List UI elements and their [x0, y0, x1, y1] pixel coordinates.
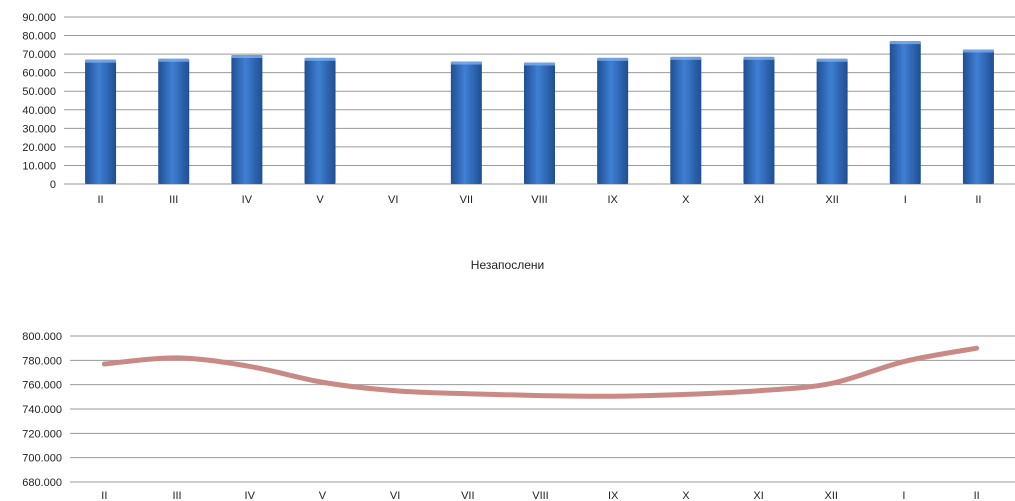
bar	[158, 58, 190, 184]
bar-x-tick-label: VI	[388, 194, 398, 206]
line-y-tick-label: 760.000	[22, 380, 62, 392]
bar-x-tick-label: XI	[754, 194, 764, 206]
bar-top-highlight	[816, 58, 848, 62]
line-point	[540, 395, 541, 397]
line-point	[758, 390, 760, 392]
line-point	[612, 395, 614, 397]
bar-y-tick-label: 70.000	[22, 49, 56, 61]
line-y-tick-label: 720.000	[22, 428, 62, 440]
bar	[450, 61, 482, 184]
line-y-tick-label: 680.000	[22, 477, 62, 489]
bar-x-tick-label: II	[98, 194, 104, 206]
line-point	[830, 382, 832, 384]
bar-x-tick-label: X	[682, 194, 690, 206]
bar-x-tick-label: I	[904, 194, 907, 206]
line-point	[685, 393, 687, 395]
line-series	[101, 345, 980, 399]
line-chart-title: Незапослени	[470, 258, 545, 272]
line-x-tick-label: IX	[608, 490, 619, 501]
line-x-tick-label: II	[101, 490, 107, 501]
bar-x-tick-label: XII	[825, 194, 838, 206]
bar-top-highlight	[670, 56, 702, 60]
line-y-tick-label: 780.000	[22, 355, 62, 367]
bar-top-highlight	[597, 57, 629, 61]
line-x-tick-label: XII	[825, 490, 838, 501]
line-x-tick-label: XI	[753, 490, 763, 501]
bar-y-tick-label: 60.000	[22, 68, 56, 80]
bar-y-tick-label: 40.000	[22, 105, 56, 117]
line-x-tick-label: I	[902, 490, 905, 501]
line-x-tick-label: V	[319, 490, 327, 501]
line-x-tick-label: II	[974, 490, 980, 501]
line-point	[394, 390, 396, 392]
line-point	[467, 393, 469, 395]
line-point	[103, 363, 105, 365]
bar-y-tick-label: 30.000	[22, 123, 56, 135]
bar-x-tick-label: IX	[607, 194, 618, 206]
bar-x-tick-label: II	[975, 194, 981, 206]
line-x-tick-label: VI	[390, 490, 400, 501]
bar	[524, 62, 555, 184]
line-y-tick-label: 700.000	[22, 453, 62, 465]
bar	[743, 56, 775, 185]
bar	[670, 56, 702, 185]
bar	[231, 55, 263, 185]
line-point	[321, 381, 323, 383]
bar-x-tick-label: III	[169, 194, 178, 206]
bar-top-highlight	[889, 41, 921, 45]
bar-y-tick-label: 0	[50, 179, 56, 191]
line-y-tick-label: 800.000	[22, 331, 62, 343]
line-x-tick-label: X	[682, 490, 690, 501]
bar-y-tick-label: 10.000	[22, 160, 56, 172]
bar-x-tick-label: IV	[242, 194, 253, 206]
line-point	[249, 365, 251, 367]
bar	[889, 41, 921, 184]
bar-y-tick-label: 80.000	[22, 31, 56, 43]
line-x-tick-label: VIII	[532, 490, 549, 501]
line-point	[176, 357, 178, 359]
line-point	[976, 347, 978, 349]
bar-x-tick-label: VII	[460, 194, 473, 206]
bar	[85, 59, 117, 184]
bar-top-highlight	[231, 55, 263, 59]
line-x-tick-label: IV	[245, 490, 256, 501]
bar-top-highlight	[304, 57, 336, 61]
bar-y-tick-label: 90.000	[22, 12, 56, 24]
bar-y-tick-label: 20.000	[22, 142, 56, 154]
bar-top-highlight	[450, 61, 482, 65]
bar	[304, 57, 336, 185]
bar-y-tick-label: 50.000	[22, 86, 56, 98]
bar	[597, 57, 629, 185]
line-x-tick-label: VII	[461, 490, 474, 501]
bar-top-highlight	[158, 58, 190, 62]
line-x-tick-label: III	[172, 490, 181, 501]
bar	[816, 58, 848, 184]
bar-top-highlight	[962, 49, 994, 53]
line-y-tick-label: 740.000	[22, 404, 62, 416]
bar-chart: 0 10.000 20.000 30.000 40.000 50.000 60.000 70.…	[22, 12, 1015, 206]
bar-top-highlight	[85, 59, 117, 63]
bar-x-tick-label: VIII	[531, 194, 548, 206]
bar-x-tick-label: V	[316, 194, 324, 206]
bar-top-highlight	[743, 56, 775, 60]
bar-top-highlight	[524, 62, 555, 66]
bar	[962, 49, 994, 184]
line-point	[903, 361, 905, 363]
